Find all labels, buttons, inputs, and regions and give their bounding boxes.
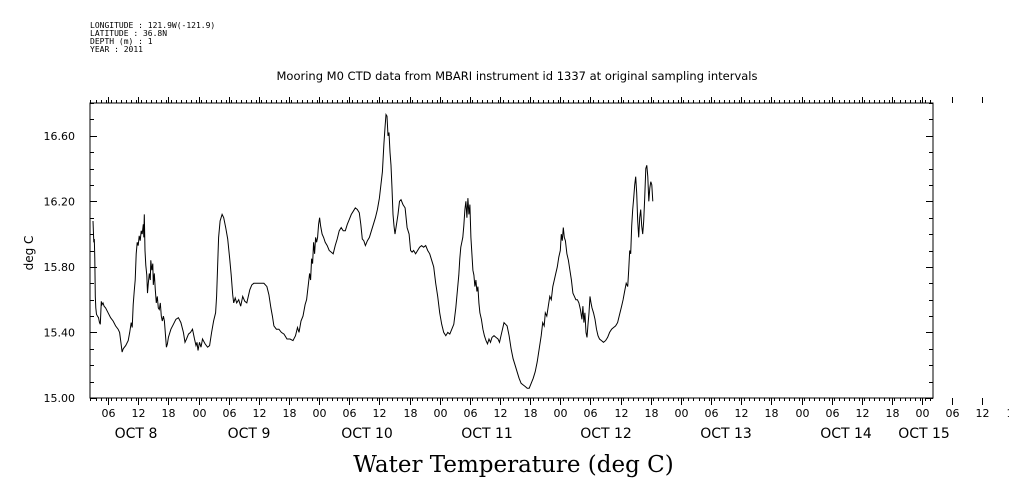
- x-tick-label: 12: [615, 407, 629, 420]
- plot-frame: [89, 102, 934, 399]
- y-tick-label: 15.00: [44, 392, 76, 405]
- y-tick-label: 16.20: [44, 195, 76, 208]
- x-tick-label: 18: [162, 407, 176, 420]
- day-label: OCT 9: [228, 426, 271, 442]
- y-axis-label: deg C: [22, 236, 36, 271]
- x-tick-label: 12: [494, 407, 508, 420]
- x-tick-label: 06: [464, 407, 478, 420]
- x-tick-label: 00: [434, 407, 448, 420]
- x-tick-label: 18: [524, 407, 538, 420]
- x-tick-label: 06: [223, 407, 237, 420]
- x-tick-label: 18: [765, 407, 779, 420]
- day-label: OCT 13: [700, 426, 752, 442]
- x-tick-label: 12: [856, 407, 870, 420]
- x-tick-label: 18: [1007, 407, 1009, 420]
- x-tick-label: 00: [796, 407, 810, 420]
- meta-latitude: LATITUDE : 36.8N: [90, 29, 168, 38]
- x-axis-label: Water Temperature (deg C): [353, 452, 674, 478]
- day-label: OCT 12: [580, 426, 632, 442]
- x-tick-label: 18: [404, 407, 418, 420]
- metadata-block: LONGITUDE : 121.9W(-121.9) LATITUDE : 36…: [90, 22, 215, 54]
- x-tick-label: 00: [675, 407, 689, 420]
- day-label: OCT 14: [820, 426, 872, 442]
- x-tick-label: 00: [554, 407, 568, 420]
- meta-longitude: LONGITUDE : 121.9W(-121.9): [90, 21, 216, 30]
- x-tick-label: 00: [916, 407, 930, 420]
- x-tick-label: 18: [645, 407, 659, 420]
- chart-title: Mooring M0 CTD data from MBARI instrumen…: [276, 69, 758, 83]
- x-tick-label: 12: [735, 407, 749, 420]
- x-tick-label: 12: [253, 407, 267, 420]
- x-tick-label: 00: [193, 407, 207, 420]
- x-tick-label: 06: [946, 407, 960, 420]
- y-tick-label: 15.80: [44, 261, 76, 274]
- x-tick-label: 18: [886, 407, 900, 420]
- x-tick-label: 18: [283, 407, 297, 420]
- x-tick-label: 06: [343, 407, 357, 420]
- x-tick-label: 06: [584, 407, 598, 420]
- meta-depth: DEPTH (m) : 1: [90, 37, 153, 46]
- y-tick-label: 15.40: [44, 326, 76, 339]
- x-tick-label: 06: [102, 407, 116, 420]
- day-label: OCT 15: [898, 426, 950, 442]
- day-label: OCT 11: [461, 426, 513, 442]
- x-tick-label: 06: [826, 407, 840, 420]
- meta-year: YEAR : 2011: [90, 45, 143, 54]
- x-tick-label: 06: [705, 407, 719, 420]
- x-tick-label: 12: [132, 407, 146, 420]
- x-tick-label: 12: [373, 407, 387, 420]
- x-minor-ticks: [90, 100, 931, 401]
- x-tick-label: 12: [976, 407, 990, 420]
- x-tick-label: 00: [313, 407, 327, 420]
- day-label: OCT 8: [115, 426, 158, 442]
- day-label: OCT 10: [341, 426, 393, 442]
- series-line-water-temperature: [92, 112, 654, 389]
- y-tick-label: 16.60: [44, 130, 76, 143]
